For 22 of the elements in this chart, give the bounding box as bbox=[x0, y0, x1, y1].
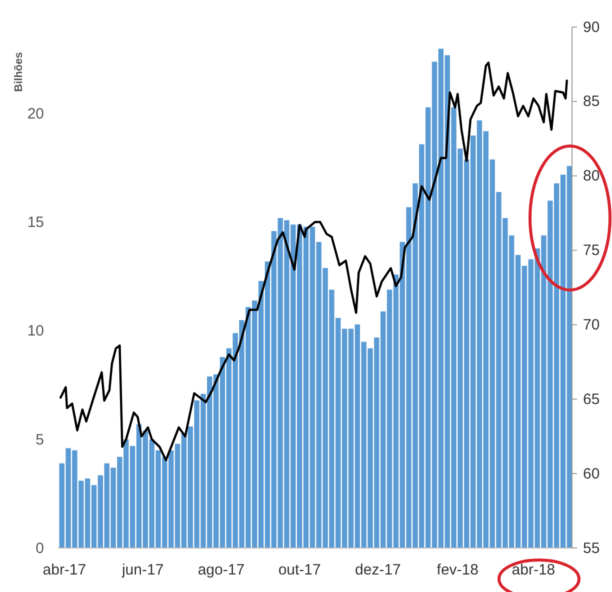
x-tick-label: out-17 bbox=[278, 562, 321, 579]
y-tick-label: 10 bbox=[27, 322, 44, 340]
y-tick-label: 0 bbox=[36, 540, 44, 557]
x-tick-label: fev-18 bbox=[436, 562, 478, 579]
y-tick-label: 5 bbox=[36, 431, 44, 448]
y2-tick-label: 80 bbox=[583, 168, 600, 185]
y2-tick-label: 85 bbox=[583, 93, 600, 110]
x-tick-label: abr-17 bbox=[42, 562, 86, 579]
y-tick-label: 15 bbox=[27, 214, 44, 232]
y-tick-label: 20 bbox=[27, 106, 44, 123]
x-tick-label: ago-17 bbox=[198, 562, 245, 579]
y2-tick-label: 70 bbox=[583, 316, 600, 334]
y2-tick-label: 90 bbox=[583, 18, 600, 36]
y2-tick-label: 60 bbox=[583, 465, 600, 482]
x-tick-label: dez-17 bbox=[355, 562, 401, 579]
y-axis-title: Bilhões bbox=[13, 52, 25, 92]
y2-tick-label: 75 bbox=[583, 242, 600, 260]
x-tick-label: abr-18 bbox=[512, 562, 556, 579]
y2-tick-label: 55 bbox=[583, 540, 600, 557]
y2-tick-label: 65 bbox=[583, 390, 600, 408]
line-series bbox=[59, 62, 568, 462]
x-tick-label: jun-17 bbox=[120, 562, 164, 579]
